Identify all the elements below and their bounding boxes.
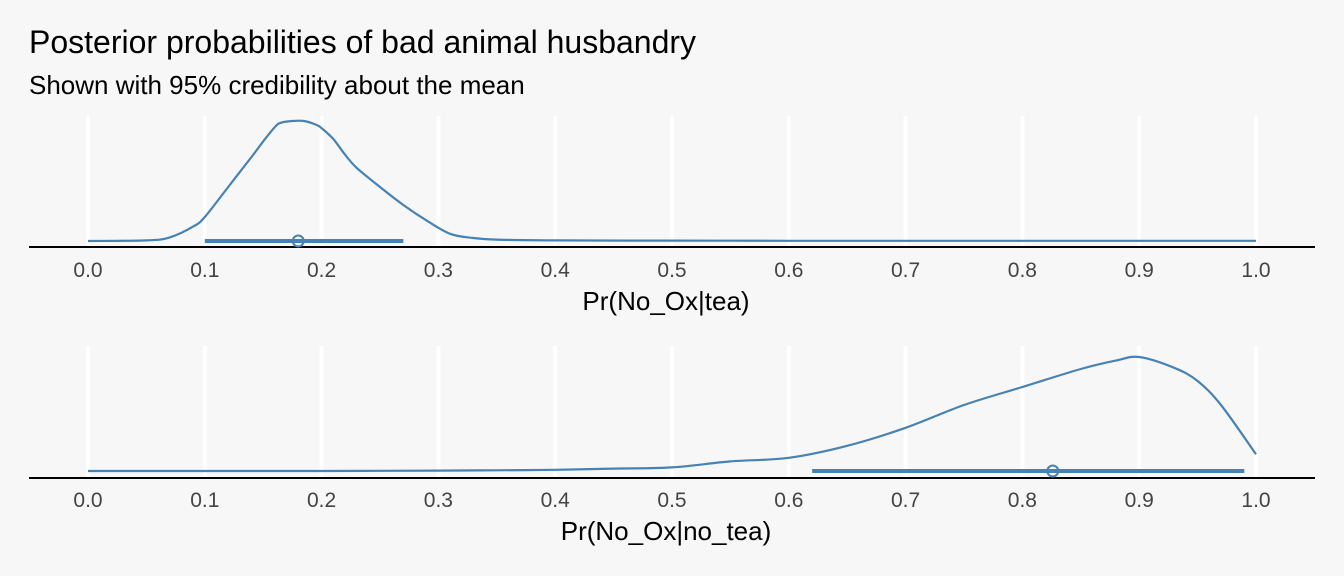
x-tick-label: 0.6: [774, 489, 803, 512]
x-tick-label: 1.0: [1241, 259, 1270, 282]
x-axis-label: Pr(No_Ox|no_tea): [561, 516, 772, 546]
x-tick-label: 0.9: [1125, 489, 1154, 512]
x-axis-label: Pr(No_Ox|tea): [582, 286, 749, 316]
density-curve: [88, 355, 1257, 473]
x-tick-label: 0.0: [73, 489, 102, 512]
x-tick-label: 0.1: [190, 489, 219, 512]
x-tick-label: 0.0: [73, 259, 102, 282]
x-tick-label: 1.0: [1241, 489, 1270, 512]
chart-title: Posterior probabilities of bad animal hu…: [29, 24, 696, 60]
mean-point: [1046, 464, 1060, 478]
x-tick-label: 0.1: [190, 259, 219, 282]
x-tick-label: 0.2: [307, 489, 336, 512]
x-tick-label: 0.8: [1008, 489, 1037, 512]
x-tick-label: 0.3: [424, 259, 453, 282]
x-tick-label: 0.9: [1125, 259, 1154, 282]
x-tick-label: 0.5: [657, 489, 686, 512]
x-tick-label: 0.6: [774, 259, 803, 282]
x-tick-label: 0.7: [891, 259, 920, 282]
x-tick-label: 0.7: [891, 489, 920, 512]
x-tick-label: 0.2: [307, 259, 336, 282]
panels: 0.0 0.1 0.2 0.3 0.4 0.5 0.6 0.7 0.8 0.9 1.0 Pr(No_O…: [29, 116, 1315, 546]
x-tick-label: 0.4: [541, 489, 571, 512]
x-tick-label: 0.4: [541, 259, 571, 282]
density-curve: [87, 119, 1256, 243]
x-tick-label: 0.8: [1008, 259, 1037, 282]
panel-2: 0.0 0.1 0.2 0.3 0.4 0.5 0.6 0.7 0.8 0.9 1.0 Pr(No_O…: [29, 346, 1315, 546]
mean-point: [291, 234, 305, 248]
x-tick-label: 0.3: [424, 489, 453, 512]
chart-subtitle: Shown with 95% credibility about the mea…: [29, 70, 525, 100]
x-tick-label: 0.5: [657, 259, 686, 282]
panel-1: 0.0 0.1 0.2 0.3 0.4 0.5 0.6 0.7 0.8 0.9 1.0 Pr(No_O…: [29, 116, 1315, 316]
